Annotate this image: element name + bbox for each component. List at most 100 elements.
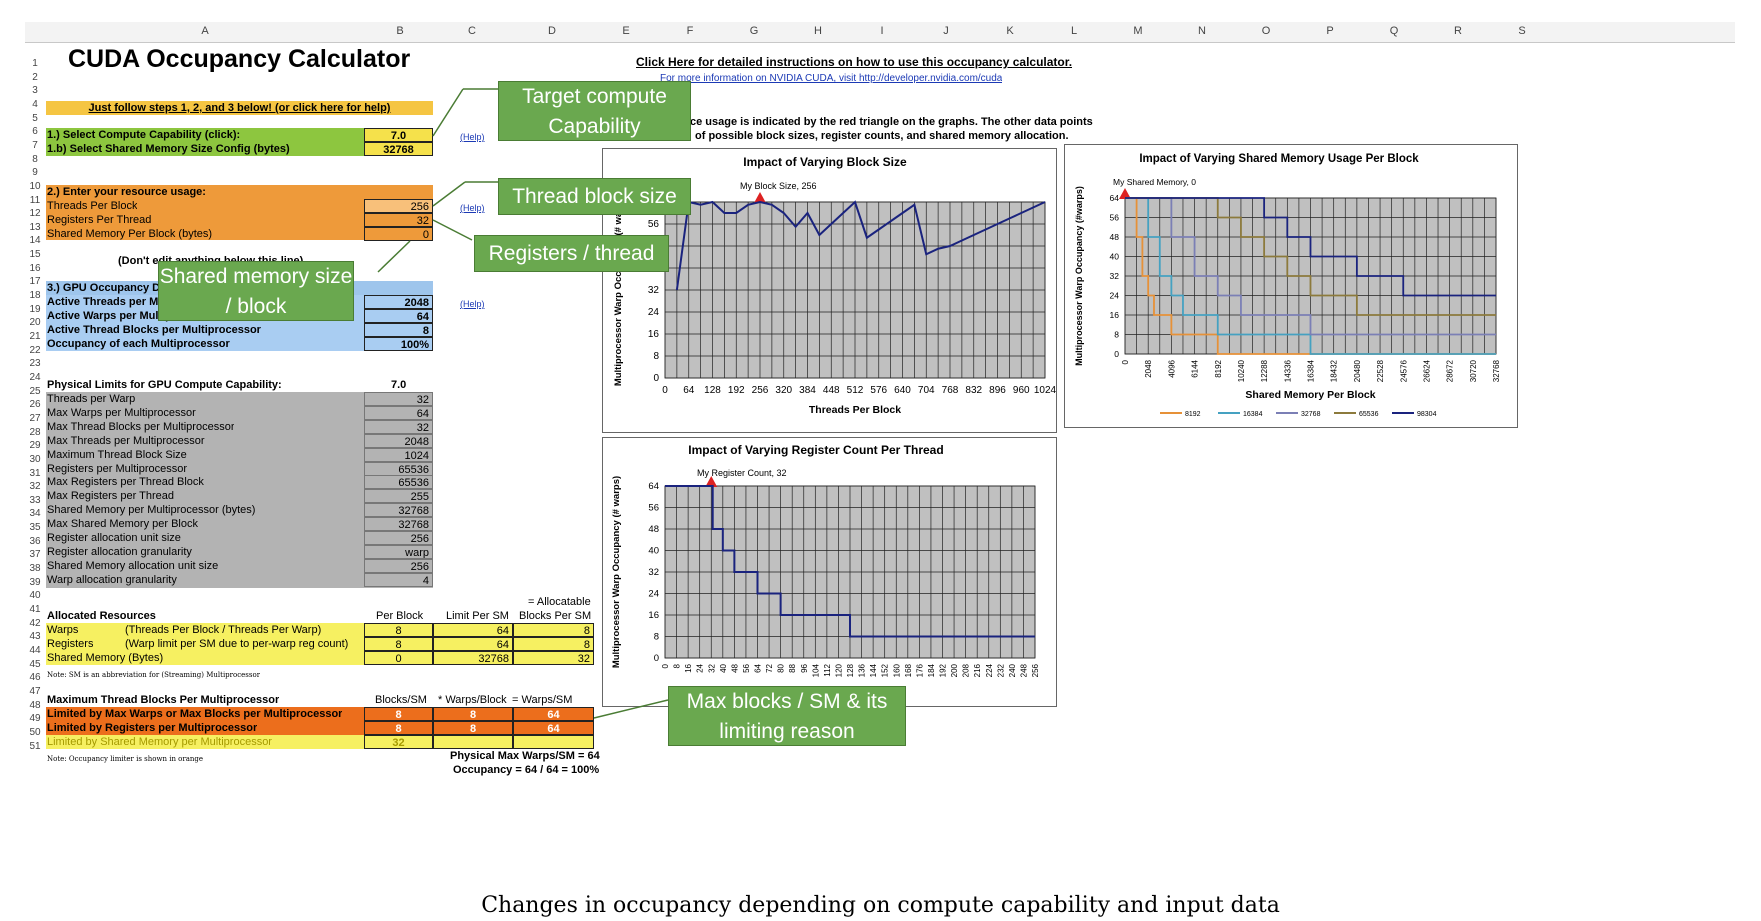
limit-label: Registers per Multiprocessor [47,462,187,475]
column-header-n[interactable]: N [1198,25,1206,37]
shared-memory-input[interactable]: 0 [364,227,433,241]
row-number[interactable]: 35 [29,522,41,534]
row-number[interactable]: 27 [29,412,41,424]
row-number[interactable]: 22 [29,344,41,356]
row-number[interactable]: 50 [29,726,41,738]
row-number[interactable]: 39 [29,576,41,588]
row-number[interactable]: 20 [29,317,41,329]
row-number[interactable]: 16 [29,262,41,274]
column-header-e[interactable]: E [622,25,630,37]
row-number[interactable]: 36 [29,535,41,547]
registers-per-thread-input[interactable]: 32 [364,213,433,227]
row-number[interactable]: 41 [29,604,41,615]
limit-value: 32 [364,419,433,434]
max-blocks-label: Maximum Thread Blocks Per Multiprocessor [47,694,280,706]
row-number[interactable]: 13 [29,221,41,233]
row-number[interactable]: 1 [32,58,38,69]
row-number[interactable]: 32 [29,481,41,493]
series-line [1125,197,1496,355]
smem-config-select[interactable]: 32768 [364,142,433,156]
row-number[interactable]: 23 [29,358,41,370]
row-number[interactable]: 2 [32,71,38,83]
row-number[interactable]: 37 [29,549,41,561]
row-number[interactable]: 26 [29,399,41,411]
row-number[interactable]: 40 [29,590,41,602]
column-header-h[interactable]: H [814,25,822,37]
column-header-s[interactable]: S [1518,25,1526,37]
threads-per-block-input[interactable]: 256 [364,199,433,213]
row-number[interactable]: 31 [29,467,41,479]
column-header-q[interactable]: Q [1389,25,1399,37]
y-tick-label: 24 [648,307,660,318]
limit-value: 4 [364,572,433,587]
row-number[interactable]: 6 [32,126,38,138]
row-number[interactable]: 19 [29,303,41,315]
column-header-d[interactable]: D [548,25,556,37]
x-tick-label: 104 [811,663,820,677]
row-number[interactable]: 45 [29,658,41,670]
x-tick-label: 184 [927,663,936,677]
x-tick-label: 216 [973,663,982,677]
row-number[interactable]: 28 [29,426,41,438]
row-number[interactable]: 34 [29,508,41,520]
row-number[interactable]: 30 [29,453,41,465]
row-number[interactable]: 8 [32,153,38,165]
help-link-step2[interactable]: (Help) [460,203,485,213]
column-header-f[interactable]: F [686,25,694,37]
row-number[interactable]: 25 [29,385,41,397]
help-link-step3[interactable]: (Help) [460,299,485,309]
row-number[interactable]: 48 [29,699,41,711]
compute-capability-select[interactable]: 7.0 [364,128,433,142]
row-number[interactable]: 17 [29,276,41,288]
row-number[interactable]: 9 [32,167,38,179]
row-number[interactable]: 29 [29,440,41,452]
instructions-link[interactable]: Click Here for detailed instructions on … [636,55,1073,69]
row-number[interactable]: 18 [29,290,41,302]
x-tick-label: 248 [1019,663,1028,677]
x-axis-label: Threads Per Block [809,404,901,416]
alloc-desc: (Threads Per Block / Threads Per Warp) [125,624,322,636]
row-number[interactable]: 21 [29,331,41,342]
row-number[interactable]: 10 [29,180,41,192]
row-number[interactable]: 47 [29,685,41,697]
column-header-a[interactable]: A [201,25,209,37]
row-number[interactable]: 44 [29,644,41,656]
x-tick-label: 0 [662,385,668,396]
row-number[interactable]: 46 [29,672,41,684]
row-number[interactable]: 51 [29,740,41,752]
column-header-i[interactable]: I [880,25,884,37]
column-header-c[interactable]: C [468,25,476,37]
row-number[interactable]: 38 [29,563,41,575]
row-number[interactable]: 12 [29,208,41,220]
row-number[interactable]: 43 [29,631,41,643]
column-header-l[interactable]: L [1070,25,1078,37]
row-number[interactable]: 33 [29,494,41,506]
row-number[interactable]: 7 [32,139,38,151]
column-header-g[interactable]: G [749,25,759,37]
column-header-b[interactable]: B [396,25,404,37]
x-tick-label: 168 [904,663,913,677]
x-tick-label: 512 [847,385,864,396]
alloc-limit: 32768 [433,651,513,665]
row-number[interactable]: 5 [32,112,38,124]
column-header-o[interactable]: O [1261,25,1271,37]
nvidia-cuda-link[interactable]: For more information on NVIDIA CUDA, vis… [660,73,1003,84]
x-tick-label: 576 [870,385,887,396]
row-number[interactable]: 42 [29,617,41,629]
row-number[interactable]: 4 [32,98,38,110]
row-number[interactable]: 14 [29,235,41,247]
row-number[interactable]: 3 [32,85,38,97]
column-header-m[interactable]: M [1133,25,1143,37]
shared-memory-chart: 0 8 16 24 32 40 48 56 64 0 2048 4096 6144 8192 10240 12… [1074,153,1501,418]
steps-banner[interactable]: Just follow steps 1, 2, and 3 below! (or… [46,101,433,115]
row-number[interactable]: 49 [29,713,41,725]
help-link-step1[interactable]: (Help) [460,132,485,142]
alloc-header-limit: Limit Per SM [446,610,509,622]
column-header-p[interactable]: P [1326,25,1334,37]
column-header-k[interactable]: K [1006,25,1014,37]
column-header-j[interactable]: J [943,25,949,37]
column-header-r[interactable]: R [1454,25,1462,37]
row-number[interactable]: 11 [29,194,41,206]
row-number[interactable]: 24 [29,371,41,383]
row-number[interactable]: 15 [29,249,41,261]
